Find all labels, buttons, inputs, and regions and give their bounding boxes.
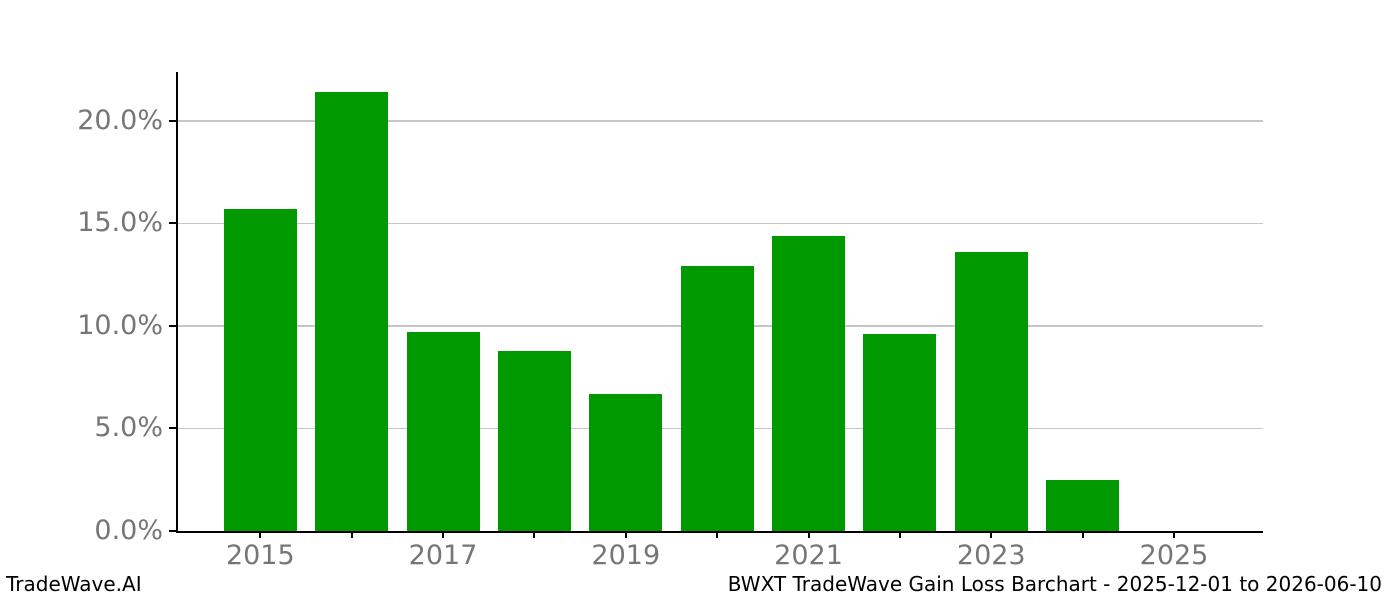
- bar-2019: [589, 393, 663, 531]
- y-gridline: [178, 222, 1263, 225]
- y-tick-label: 20.0%: [77, 104, 163, 136]
- x-tick-mark: [442, 533, 445, 538]
- bar-2017: [406, 332, 480, 531]
- x-tick-mark: [533, 533, 536, 538]
- footer-brand: TradeWave.AI: [6, 572, 142, 596]
- y-tick-mark: [169, 427, 176, 430]
- bar-2022: [863, 334, 937, 531]
- y-tick-label: 5.0%: [94, 412, 163, 444]
- bar-2018: [497, 350, 571, 531]
- bar-2023: [954, 252, 1028, 531]
- y-tick-mark: [169, 119, 176, 122]
- bar-2024: [1046, 479, 1120, 531]
- x-tick-label: 2015: [225, 540, 295, 571]
- x-tick-label: 2019: [591, 540, 661, 571]
- y-tick-mark: [169, 222, 176, 225]
- footer-title: BWXT TradeWave Gain Loss Barchart - 2025…: [727, 572, 1382, 596]
- y-gridline: [178, 120, 1263, 122]
- bar-2020: [680, 266, 754, 531]
- x-tick-label: 2021: [774, 540, 843, 571]
- x-tick-label: 2025: [1139, 540, 1209, 571]
- x-tick-mark: [716, 533, 719, 538]
- x-tick-label: 2017: [408, 540, 478, 571]
- bar-2021: [772, 235, 846, 531]
- x-tick-mark: [1081, 533, 1084, 538]
- y-tick-label: 15.0%: [77, 207, 163, 239]
- x-tick-mark: [350, 533, 353, 538]
- y-tick-mark: [169, 530, 176, 532]
- x-tick-label: 2023: [956, 540, 1026, 571]
- y-tick-label: 0.0%: [94, 515, 163, 546]
- plot-area: [176, 72, 1263, 533]
- x-tick-mark: [1173, 533, 1175, 538]
- x-tick-mark: [624, 533, 627, 538]
- bar-2015: [223, 209, 297, 531]
- x-tick-mark: [898, 533, 901, 538]
- x-tick-mark: [259, 533, 262, 538]
- x-tick-mark: [807, 533, 810, 538]
- y-tick-label: 10.0%: [77, 309, 163, 341]
- y-tick-mark: [169, 324, 176, 327]
- bar-2016: [315, 92, 389, 531]
- x-tick-mark: [990, 533, 993, 538]
